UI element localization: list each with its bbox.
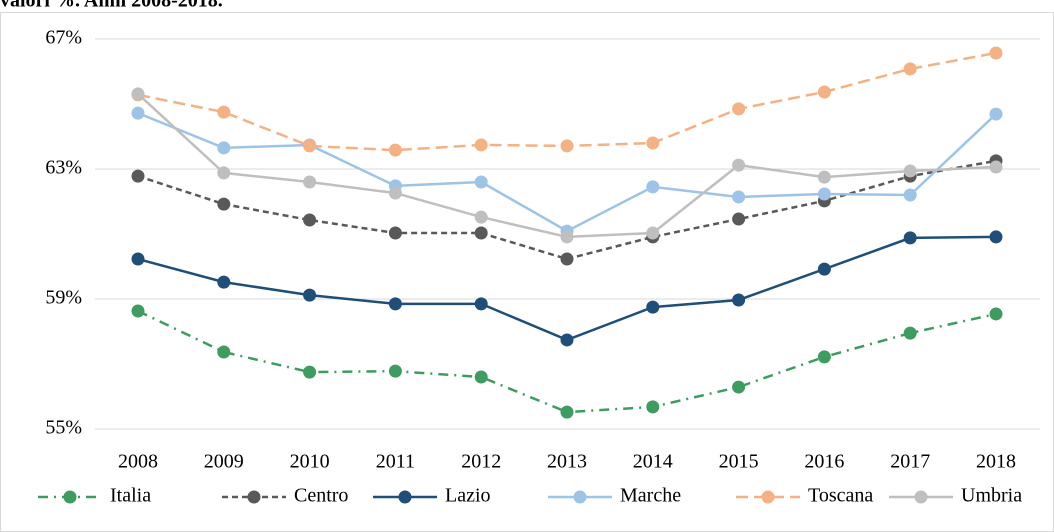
data-point [474, 297, 488, 311]
legend-label: Toscana [808, 485, 873, 507]
series-line [137, 159, 997, 261]
y-tick-label: 63% [45, 157, 82, 179]
legend-marker [398, 490, 412, 504]
data-point [903, 62, 917, 76]
data-point [817, 350, 831, 364]
data-point [131, 252, 145, 266]
data-point [474, 175, 488, 189]
chart-title: valori %. Anni 2008-2018. [0, 0, 223, 12]
series-line [137, 309, 997, 414]
data-point [732, 190, 746, 204]
data-point [131, 106, 145, 120]
series-line [137, 51, 997, 152]
data-point [217, 345, 231, 359]
series-line [137, 235, 997, 342]
data-point [474, 226, 488, 240]
legend-marker [761, 490, 775, 504]
data-point [303, 139, 317, 153]
data-point [646, 300, 660, 314]
legend-label: Centro [294, 485, 348, 507]
data-point [388, 186, 402, 200]
data-point [989, 46, 1003, 60]
data-point [989, 230, 1003, 244]
data-point [217, 197, 231, 211]
data-point [732, 212, 746, 226]
data-point [560, 252, 574, 266]
legend-marker [573, 490, 587, 504]
data-point [646, 400, 660, 414]
y-tick-label: 55% [45, 417, 82, 439]
data-point [817, 187, 831, 201]
data-point [903, 164, 917, 178]
legend-label: Marche [620, 485, 681, 507]
data-point [388, 297, 402, 311]
data-point [817, 85, 831, 99]
x-tick-label: 2012 [461, 451, 501, 473]
data-point [732, 102, 746, 116]
legend-marker [914, 490, 928, 504]
data-point [217, 105, 231, 119]
data-point [474, 210, 488, 224]
data-point [560, 230, 574, 244]
data-point [217, 166, 231, 180]
data-point [903, 231, 917, 245]
x-tick-label: 2014 [633, 451, 673, 473]
data-point [732, 158, 746, 172]
data-point [303, 213, 317, 227]
data-point [388, 143, 402, 157]
data-point [732, 380, 746, 394]
x-tick-label: 2016 [804, 451, 844, 473]
x-tick-label: 2015 [719, 451, 759, 473]
data-point [646, 136, 660, 150]
legend-label: Umbria [961, 485, 1022, 507]
x-tick-label: 2010 [290, 451, 330, 473]
data-point [646, 180, 660, 194]
legend-label: Lazio [445, 485, 491, 507]
legend-marker [63, 490, 77, 504]
data-point [560, 333, 574, 347]
data-point [817, 262, 831, 276]
data-point [903, 188, 917, 202]
x-tick-label: 2011 [376, 451, 415, 473]
data-point [303, 365, 317, 379]
data-point [217, 275, 231, 289]
data-point [474, 138, 488, 152]
data-point [217, 141, 231, 155]
data-point [989, 160, 1003, 174]
data-point [646, 226, 660, 240]
data-point [388, 364, 402, 378]
data-point [989, 107, 1003, 121]
data-point [903, 326, 917, 340]
legend-label: Italia [110, 485, 151, 507]
data-point [560, 405, 574, 419]
series-line [137, 111, 997, 233]
data-point [732, 293, 746, 307]
data-point [131, 87, 145, 101]
data-point [474, 370, 488, 384]
data-point [560, 139, 574, 153]
data-point [388, 226, 402, 240]
data-point [817, 170, 831, 184]
data-point [303, 288, 317, 302]
x-tick-label: 2013 [547, 451, 587, 473]
title-backdrop [0, 0, 440, 12]
data-point [303, 175, 317, 189]
series-line [137, 93, 997, 239]
x-tick-label: 2009 [204, 451, 244, 473]
data-point [131, 304, 145, 318]
y-tick-label: 67% [45, 27, 82, 49]
x-tick-label: 2017 [890, 451, 930, 473]
legend-marker [247, 490, 261, 504]
x-tick-label: 2018 [976, 451, 1016, 473]
data-point [989, 307, 1003, 321]
y-tick-label: 59% [45, 287, 82, 309]
data-point [131, 169, 145, 183]
x-tick-label: 2008 [118, 451, 158, 473]
